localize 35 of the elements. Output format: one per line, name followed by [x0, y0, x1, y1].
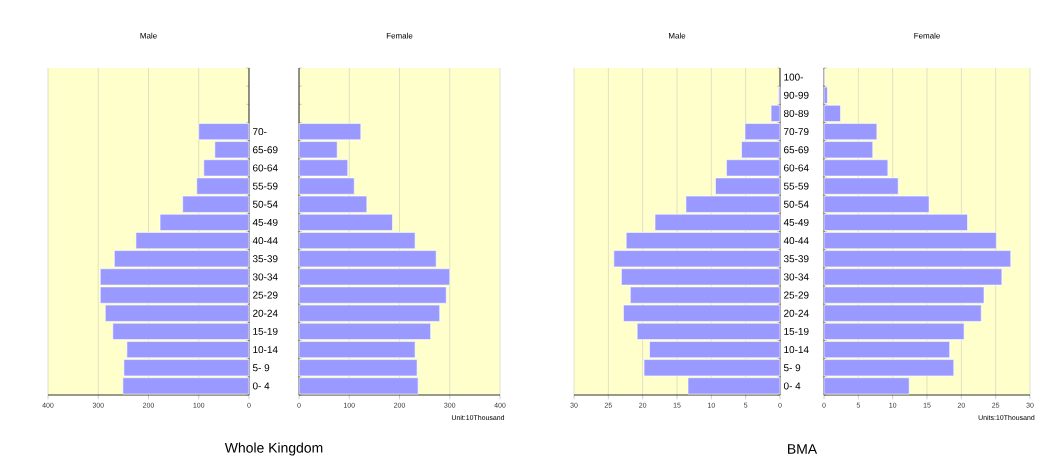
y-tick-label: 0- 4 — [783, 382, 801, 390]
y-tick-label: 30-34 — [252, 273, 278, 281]
y-tick-label: 45-49 — [252, 218, 278, 226]
y-tick-label: 5- 9 — [783, 364, 801, 372]
y-tick-label: 90-99 — [783, 91, 809, 99]
y-tick-label: 10-14 — [784, 346, 809, 354]
y-tick-label: 35-39 — [252, 255, 278, 263]
y-tick-label: 40-44 — [783, 237, 809, 245]
y-tick-label: 45-49 — [783, 218, 809, 226]
y-tick-label: 15-19 — [253, 327, 278, 335]
y-tick-label: 25-29 — [784, 291, 809, 299]
y-tick-label: 55-59 — [252, 182, 278, 190]
y-tick-label: 70-79 — [784, 128, 809, 136]
y-tick-label: 60-64 — [784, 164, 809, 172]
y-tick-label: 10-14 — [253, 346, 278, 354]
y-tick-label: 60-64 — [253, 164, 278, 172]
y-tick-label: 5- 9 — [252, 364, 270, 372]
y-tick-label: 0- 4 — [252, 382, 270, 390]
y-tick-label: 20-24 — [784, 309, 809, 317]
y-tick-label: 20-24 — [253, 309, 278, 317]
y-tick-label: 65-69 — [253, 146, 278, 154]
y-tick-label: 15-19 — [784, 327, 809, 335]
y-tick-label: 80-89 — [783, 109, 809, 117]
y-tick-label: 40-44 — [252, 237, 278, 245]
y-tick-label: 65-69 — [784, 146, 809, 154]
y-tick-label: 35-39 — [783, 255, 809, 263]
text: BMA — [788, 444, 818, 454]
y-tick-label: 100- — [784, 73, 804, 81]
y-tick-label: 70- — [253, 128, 267, 136]
y-tick-label: 30-34 — [783, 273, 809, 281]
y-tick-label: 25-29 — [253, 291, 278, 299]
y-tick-label: 50-54 — [783, 200, 809, 208]
text: Whole Kingdom — [224, 442, 323, 456]
y-tick-label: 55-59 — [783, 182, 809, 190]
y-tick-label: 50-54 — [252, 200, 278, 208]
